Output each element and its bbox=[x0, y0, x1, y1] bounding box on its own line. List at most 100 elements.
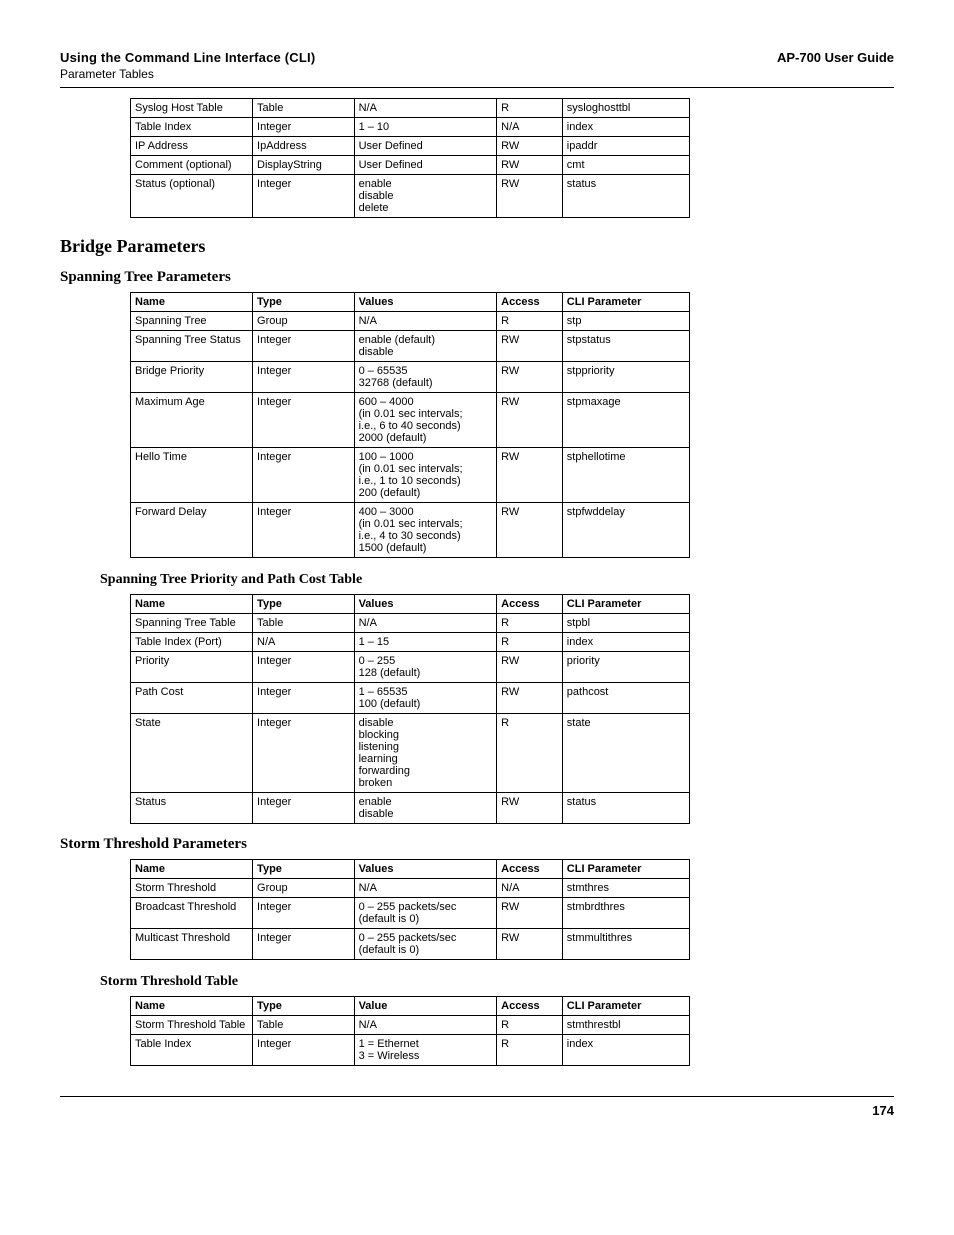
cell: RW bbox=[497, 898, 563, 929]
table-row: Path CostInteger1 – 65535100 (default)RW… bbox=[131, 683, 690, 714]
th-name: Name bbox=[131, 997, 253, 1016]
cell: stmthrestbl bbox=[562, 1016, 689, 1035]
cell: stpbl bbox=[562, 614, 689, 633]
th-name: Name bbox=[131, 293, 253, 312]
cell: N/A bbox=[354, 879, 497, 898]
cell: ipaddr bbox=[562, 137, 689, 156]
cell: stphellotime bbox=[562, 448, 689, 503]
cell: 1 – 15 bbox=[354, 633, 497, 652]
header-title: Using the Command Line Interface (CLI) bbox=[60, 50, 315, 65]
table-row: Spanning Tree StatusIntegerenable (defau… bbox=[131, 331, 690, 362]
cell: Status bbox=[131, 793, 253, 824]
cell: R bbox=[497, 1035, 563, 1066]
cell: 0 – 255128 (default) bbox=[354, 652, 497, 683]
cell: Table Index bbox=[131, 1035, 253, 1066]
cell: R bbox=[497, 1016, 563, 1035]
cell: RW bbox=[497, 683, 563, 714]
cell: enable (default)disable bbox=[354, 331, 497, 362]
cell: Path Cost bbox=[131, 683, 253, 714]
cell: Storm Threshold Table bbox=[131, 1016, 253, 1035]
cell: Table bbox=[253, 614, 355, 633]
cell: cmt bbox=[562, 156, 689, 175]
cell: Priority bbox=[131, 652, 253, 683]
cell: stpfwddelay bbox=[562, 503, 689, 558]
cell: RW bbox=[497, 929, 563, 960]
cell: enabledisable bbox=[354, 793, 497, 824]
cell: RW bbox=[497, 393, 563, 448]
table-row: PriorityInteger0 – 255128 (default)RWpri… bbox=[131, 652, 690, 683]
storm-threshold-table: Name Type Values Access CLI Parameter St… bbox=[130, 859, 690, 960]
th-name: Name bbox=[131, 595, 253, 614]
cell: IP Address bbox=[131, 137, 253, 156]
cell: Integer bbox=[253, 362, 355, 393]
cell: 1 – 65535100 (default) bbox=[354, 683, 497, 714]
cell: pathcost bbox=[562, 683, 689, 714]
table-row: Hello TimeInteger100 – 1000(in 0.01 sec … bbox=[131, 448, 690, 503]
table-row: Spanning TreeGroupN/ARstp bbox=[131, 312, 690, 331]
table-row: StatusIntegerenabledisableRWstatus bbox=[131, 793, 690, 824]
th-access: Access bbox=[497, 595, 563, 614]
table-row: Storm Threshold TableTableN/ARstmthrestb… bbox=[131, 1016, 690, 1035]
cell: 1 = Ethernet3 = Wireless bbox=[354, 1035, 497, 1066]
cell: Integer bbox=[253, 448, 355, 503]
cell: State bbox=[131, 714, 253, 793]
cell: Integer bbox=[253, 714, 355, 793]
cell: Integer bbox=[253, 898, 355, 929]
cell: DisplayString bbox=[253, 156, 355, 175]
syslog-host-table: Syslog Host TableTableN/ARsysloghosttblT… bbox=[130, 98, 690, 218]
storm-threshold-tbl-table: Name Type Value Access CLI Parameter Sto… bbox=[130, 996, 690, 1066]
cell: Maximum Age bbox=[131, 393, 253, 448]
table-row: Maximum AgeInteger600 – 4000(in 0.01 sec… bbox=[131, 393, 690, 448]
footer-divider bbox=[60, 1096, 894, 1097]
cell: RW bbox=[497, 156, 563, 175]
cell: Group bbox=[253, 879, 355, 898]
th-cli: CLI Parameter bbox=[562, 860, 689, 879]
cell: N/A bbox=[253, 633, 355, 652]
cell: Integer bbox=[253, 118, 355, 137]
cell: Spanning Tree Table bbox=[131, 614, 253, 633]
table-row: Multicast ThresholdInteger0 – 255 packet… bbox=[131, 929, 690, 960]
cell: Integer bbox=[253, 1035, 355, 1066]
cell: R bbox=[497, 614, 563, 633]
cell: Group bbox=[253, 312, 355, 331]
cell: Hello Time bbox=[131, 448, 253, 503]
cell: state bbox=[562, 714, 689, 793]
cell: stmthres bbox=[562, 879, 689, 898]
stp-priority-table: Name Type Values Access CLI Parameter Sp… bbox=[130, 594, 690, 824]
table-row: IP AddressIpAddressUser DefinedRWipaddr bbox=[131, 137, 690, 156]
table-row: Forward DelayInteger400 – 3000(in 0.01 s… bbox=[131, 503, 690, 558]
cell: index bbox=[562, 118, 689, 137]
cell: status bbox=[562, 793, 689, 824]
spanning-tree-heading: Spanning Tree Parameters bbox=[60, 269, 894, 286]
th-type: Type bbox=[253, 595, 355, 614]
th-values: Values bbox=[354, 293, 497, 312]
page-header: Using the Command Line Interface (CLI) A… bbox=[60, 50, 894, 65]
table-row: Spanning Tree TableTableN/ARstpbl bbox=[131, 614, 690, 633]
cell: Bridge Priority bbox=[131, 362, 253, 393]
cell: stp bbox=[562, 312, 689, 331]
th-cli: CLI Parameter bbox=[562, 595, 689, 614]
cell: Integer bbox=[253, 793, 355, 824]
storm-threshold-table-heading: Storm Threshold Table bbox=[100, 974, 894, 990]
cell: Table bbox=[253, 99, 355, 118]
cell: Integer bbox=[253, 503, 355, 558]
th-type: Type bbox=[253, 293, 355, 312]
cell: status bbox=[562, 175, 689, 218]
cell: disableblockinglisteninglearningforwardi… bbox=[354, 714, 497, 793]
table-row: Status (optional)Integerenabledisabledel… bbox=[131, 175, 690, 218]
th-values: Value bbox=[354, 997, 497, 1016]
cell: Forward Delay bbox=[131, 503, 253, 558]
cell: stpstatus bbox=[562, 331, 689, 362]
cell: RW bbox=[497, 448, 563, 503]
cell: Integer bbox=[253, 175, 355, 218]
cell: IpAddress bbox=[253, 137, 355, 156]
header-divider bbox=[60, 87, 894, 88]
table-row: Table Index (Port)N/A1 – 15Rindex bbox=[131, 633, 690, 652]
cell: 600 – 4000(in 0.01 sec intervals;i.e., 6… bbox=[354, 393, 497, 448]
th-values: Values bbox=[354, 595, 497, 614]
cell: stpmaxage bbox=[562, 393, 689, 448]
table-row: Broadcast ThresholdInteger0 – 255 packet… bbox=[131, 898, 690, 929]
table-row: Syslog Host TableTableN/ARsysloghosttbl bbox=[131, 99, 690, 118]
cell: 100 – 1000(in 0.01 sec intervals;i.e., 1… bbox=[354, 448, 497, 503]
header-subtitle: Parameter Tables bbox=[60, 67, 894, 81]
